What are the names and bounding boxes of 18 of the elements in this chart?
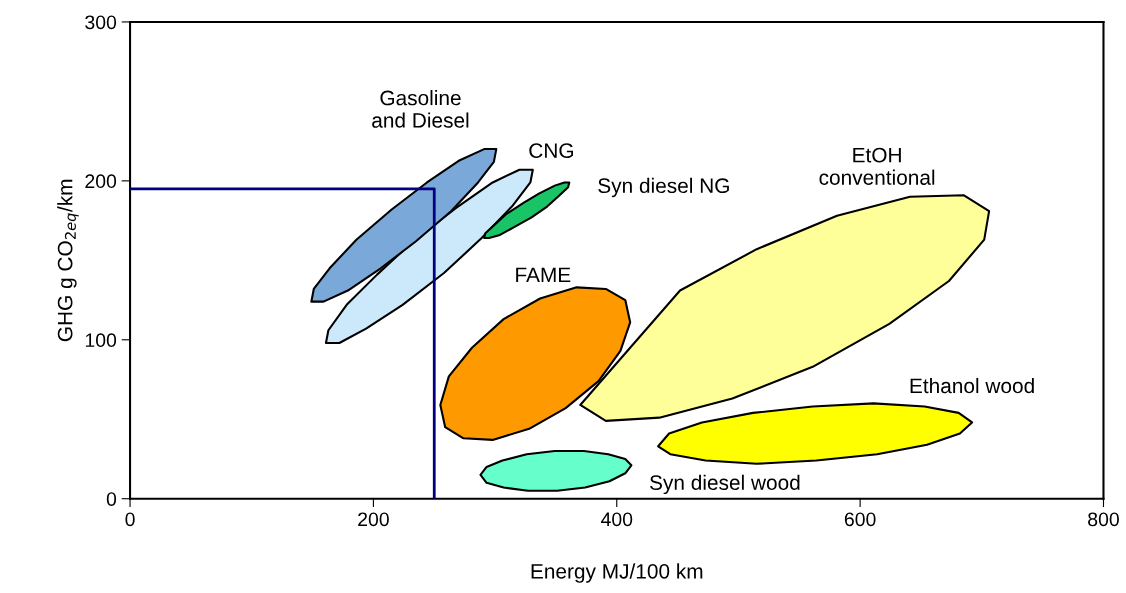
series-label: Syn diesel wood xyxy=(650,474,800,495)
y-axis-title: GHG g CO$_{2eq}$/km xyxy=(57,179,79,342)
y-tick-label: 0 xyxy=(106,492,117,506)
series-label: CNG xyxy=(529,143,574,159)
x-tick-label: 200 xyxy=(358,512,389,527)
series-label: EtOH conventional xyxy=(819,147,935,185)
series-label: Gasoline and Diesel xyxy=(372,90,469,128)
y-tick-label: 300 xyxy=(85,15,117,30)
y-tick-label: 200 xyxy=(85,174,117,189)
x-tick-label: 400 xyxy=(600,512,633,527)
x-axis-title: Energy MJ/100 km xyxy=(531,563,703,583)
x-tick-label: 600 xyxy=(844,512,876,527)
series-label: FAME xyxy=(516,267,571,283)
series-label: Syn diesel NG xyxy=(598,177,729,198)
y-tick-label: 100 xyxy=(85,333,117,348)
x-tick-label: 0 xyxy=(125,512,135,527)
x-tick-label: 800 xyxy=(1088,512,1119,527)
series-label: Ethanol wood xyxy=(910,377,1034,394)
